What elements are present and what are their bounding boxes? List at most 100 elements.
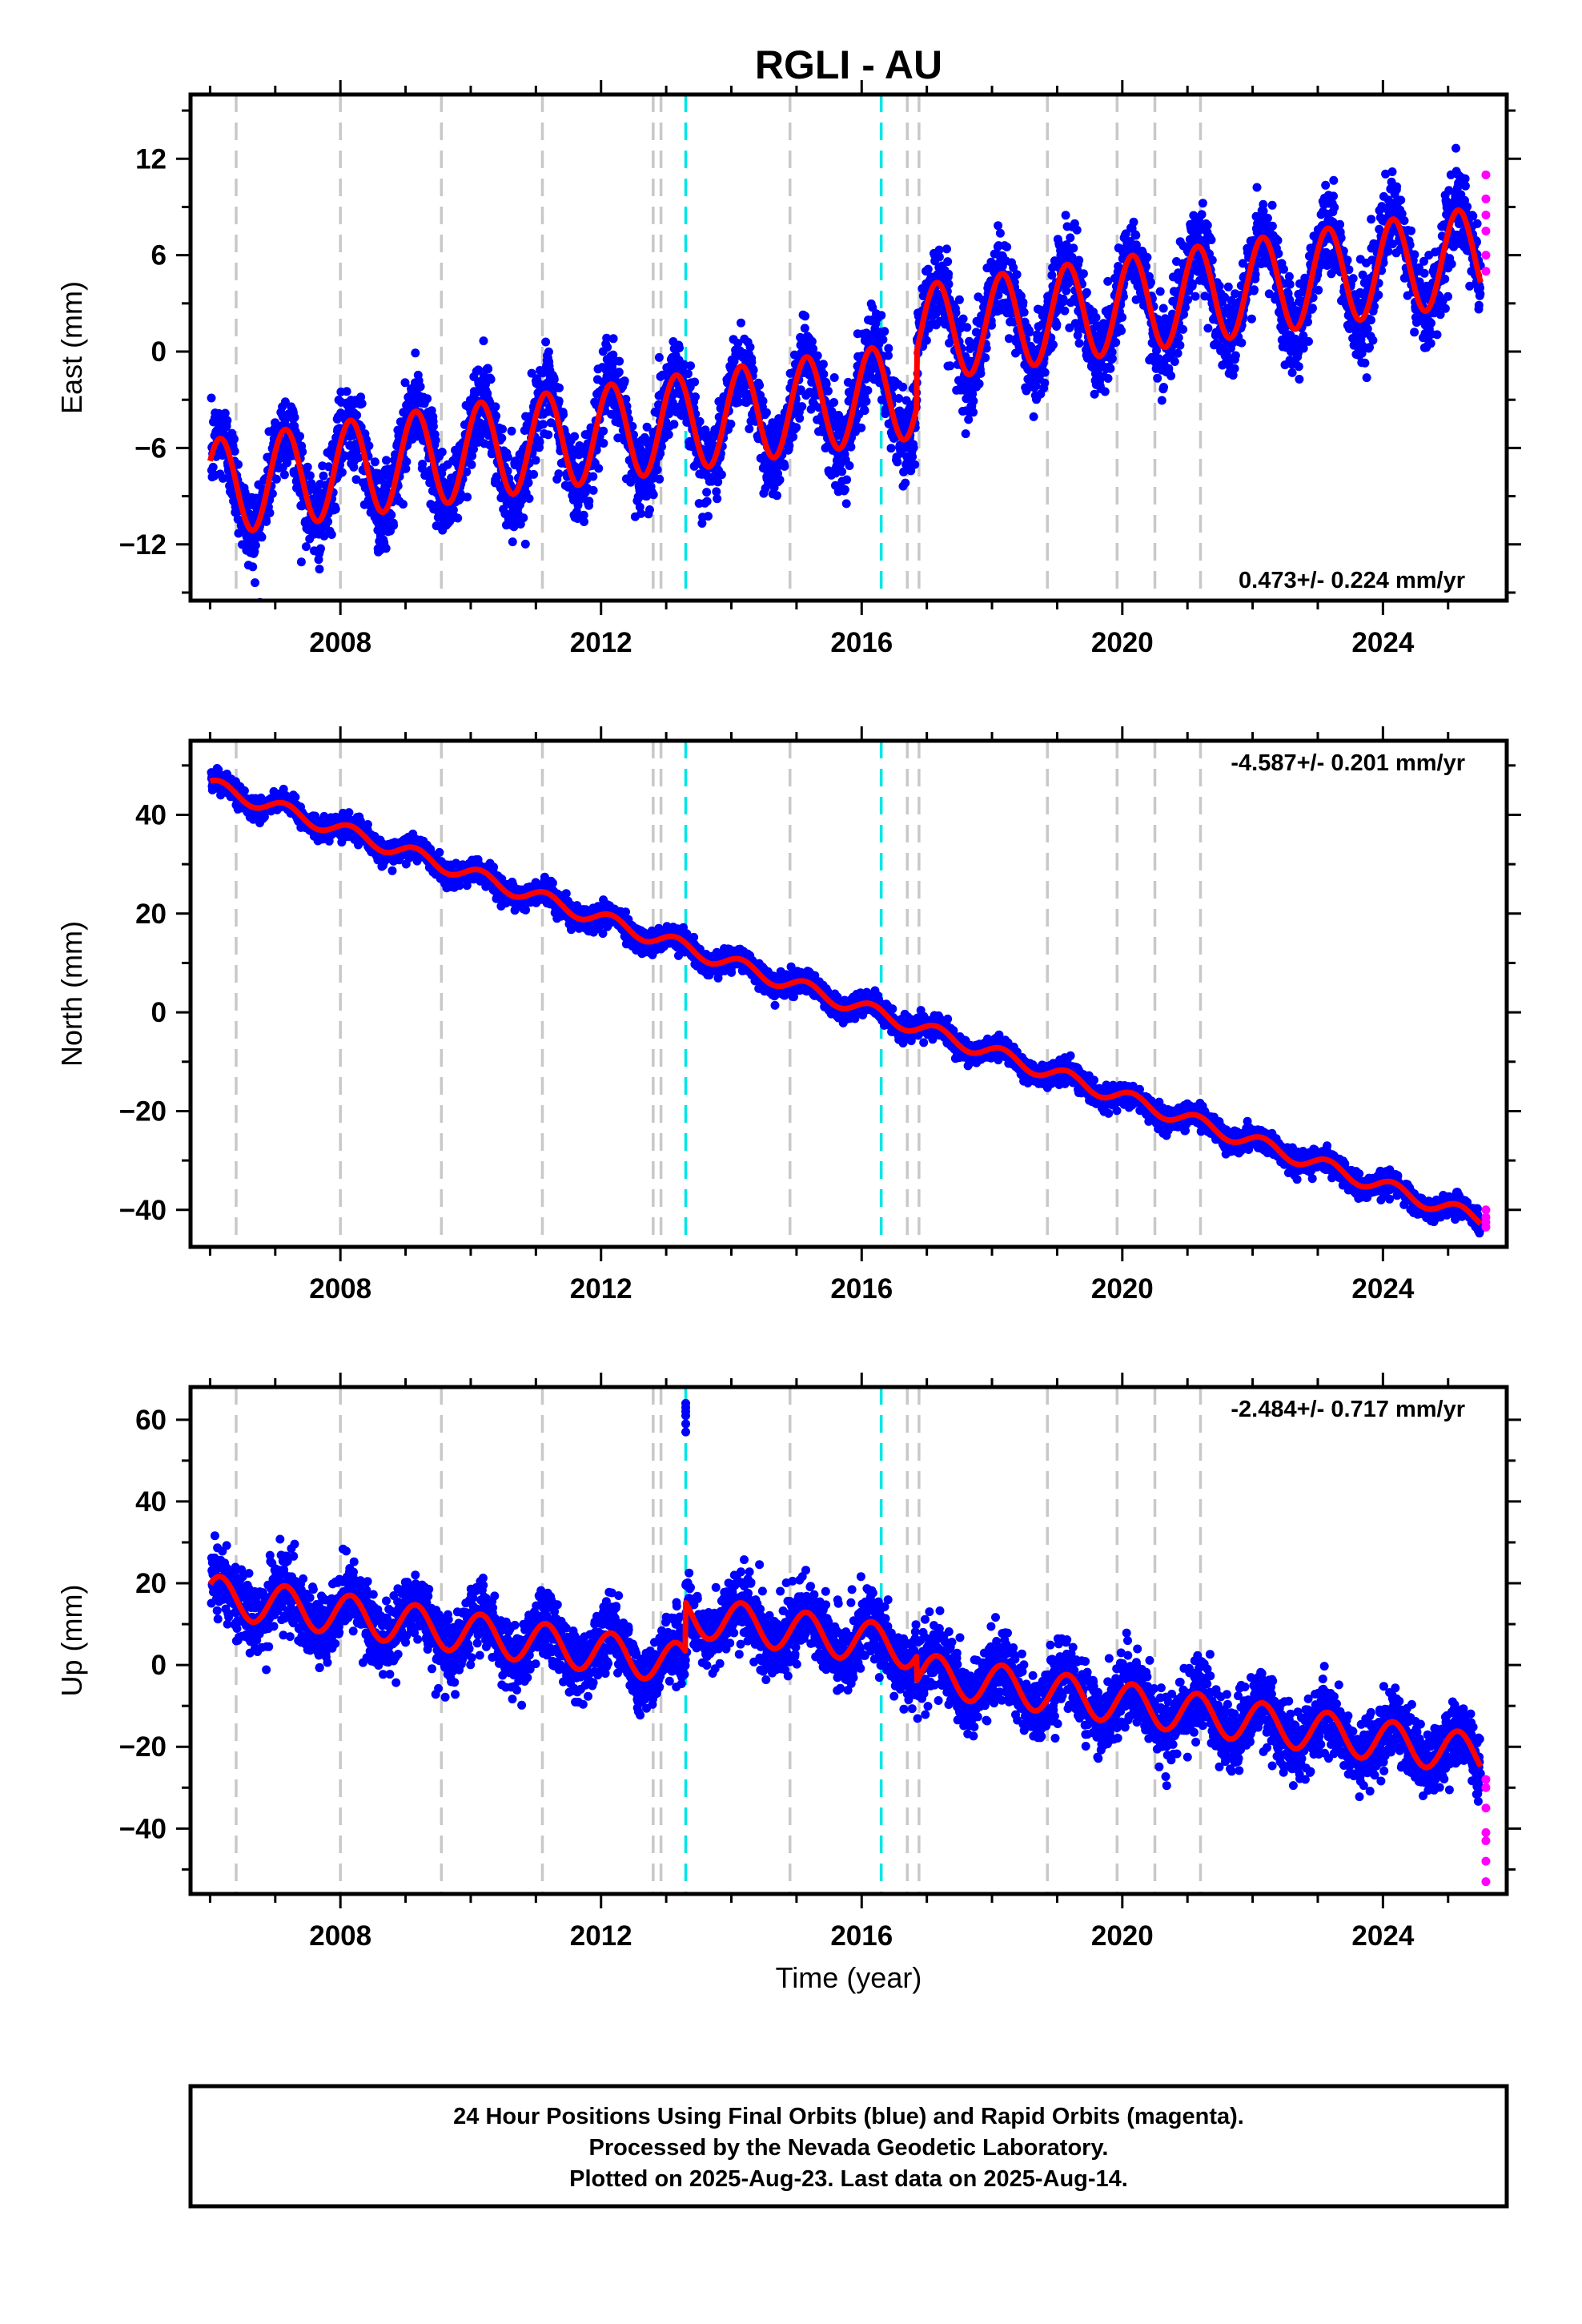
data-point [468,451,477,460]
data-point [301,542,311,552]
data-point [1178,324,1188,334]
data-point [1082,287,1091,297]
data-point [1107,354,1117,364]
data-point [1153,373,1162,383]
data-point [819,369,829,379]
data-point [319,531,329,541]
data-point [969,396,978,406]
data-point [962,323,972,332]
data-point [884,344,893,353]
data-point [1308,304,1317,313]
data-point [1440,274,1450,283]
data-point [492,472,501,481]
data-point [837,467,847,476]
data-point [437,448,447,456]
data-point [1078,269,1088,279]
data-point [1367,215,1376,224]
data-point [230,434,239,444]
data-point [1074,255,1084,265]
data-point [845,461,854,470]
data-point [691,392,700,401]
data-point [1203,220,1212,230]
data-point [1250,285,1259,295]
data-point [1159,383,1168,392]
data-point [1362,373,1371,383]
data-point [908,452,917,461]
data-point [531,456,540,465]
data-point [737,318,745,328]
data-point [342,387,351,396]
data-point [717,470,726,480]
data-point [745,343,755,352]
data-point [829,373,839,382]
data-point [608,334,618,344]
data-point [1396,195,1406,205]
data-point [296,557,306,567]
data-point [1426,339,1435,348]
data-point [1335,219,1345,229]
final-orbit-points [207,143,1485,601]
data-point [620,376,629,386]
data-point [473,365,483,375]
data-point [842,475,852,485]
data-point [541,337,551,347]
data-point [1267,221,1277,231]
data-point [695,416,705,426]
data-point [1111,338,1121,348]
data-point [1247,314,1256,324]
data-point [1407,226,1415,235]
data-point [370,457,379,467]
data-point [946,361,955,371]
data-point [1173,348,1182,358]
data-point [1129,217,1138,227]
data-point [795,413,805,423]
data-point [910,460,920,469]
data-point [994,221,1003,231]
data-point [331,505,340,514]
data-point [223,416,232,425]
data-point [544,430,553,440]
data-point [399,500,408,509]
data-point [387,510,396,520]
data-point [981,353,990,363]
data-point [1103,374,1113,383]
data-point [1273,235,1283,245]
data-point [315,565,324,574]
data-point [529,469,539,479]
data-point [520,539,530,549]
data-point [1427,319,1435,328]
data-point [614,368,624,377]
data-point [969,408,978,417]
data-point [352,410,362,420]
data-point [1294,362,1303,372]
data-point [1012,270,1022,279]
data-point [648,490,658,500]
data-point [554,396,564,406]
data-point [775,475,785,485]
data-point [654,352,664,362]
data-point [943,257,953,267]
data-point [431,436,440,445]
data-point [792,423,801,432]
data-point [568,452,576,462]
data-point [1314,285,1323,295]
data-point [1052,320,1062,329]
data-point [1231,351,1240,360]
data-point [713,494,722,504]
data-point [1287,368,1297,377]
data-point [462,467,472,476]
data-point [324,462,333,472]
data-point [389,521,399,530]
data-point [1029,412,1038,421]
data-point [251,541,260,550]
data-point [411,348,420,358]
data-point [761,408,771,417]
data-point [1060,306,1070,316]
data-point [357,399,367,408]
data-point [780,461,789,471]
data-point [559,410,568,420]
data-point [1197,210,1207,219]
data-point [486,375,496,384]
data-point [265,509,275,517]
